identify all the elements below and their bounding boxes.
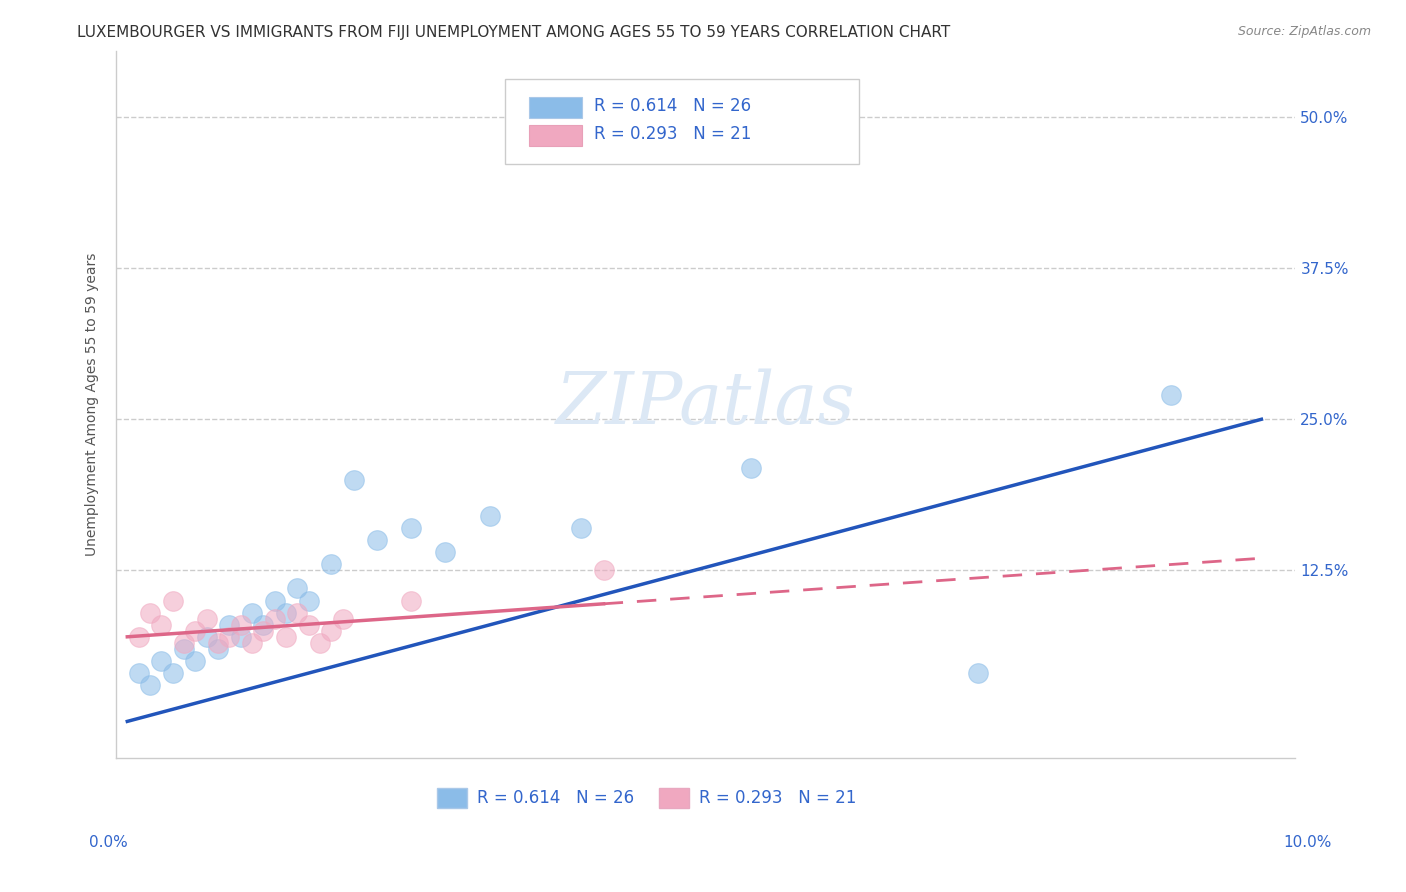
Text: Source: ZipAtlas.com: Source: ZipAtlas.com [1237,25,1371,38]
Point [263,612,285,626]
Bar [529,96,582,118]
Point [274,630,297,644]
Point [240,636,263,650]
Point [298,593,321,607]
Point [184,624,207,638]
Bar [529,125,582,146]
Point [309,636,332,650]
Point [1160,388,1182,402]
Point [128,666,150,681]
Point [195,612,218,626]
Point [332,612,354,626]
Point [150,617,173,632]
Point [173,641,195,656]
Point [252,624,274,638]
Point [321,558,343,572]
Point [592,563,614,577]
Y-axis label: Unemployment Among Ages 55 to 59 years: Unemployment Among Ages 55 to 59 years [86,252,100,556]
Text: R = 0.293   N = 21: R = 0.293 N = 21 [593,125,751,143]
Point [218,617,240,632]
Point [740,460,762,475]
Point [229,617,252,632]
Point [321,624,343,638]
Legend: R = 0.614   N = 26, R = 0.293   N = 21: R = 0.614 N = 26, R = 0.293 N = 21 [429,780,865,816]
Point [274,606,297,620]
Point [287,582,309,596]
Point [263,593,285,607]
Point [162,666,184,681]
Point [128,630,150,644]
Point [287,606,309,620]
Point [366,533,388,548]
Text: R = 0.614   N = 26: R = 0.614 N = 26 [593,97,751,115]
Point [218,630,240,644]
Text: 0.0%: 0.0% [89,836,128,850]
Point [184,654,207,668]
Point [207,641,229,656]
Text: LUXEMBOURGER VS IMMIGRANTS FROM FIJI UNEMPLOYMENT AMONG AGES 55 TO 59 YEARS CORR: LUXEMBOURGER VS IMMIGRANTS FROM FIJI UNE… [77,25,950,40]
Point [399,593,422,607]
Point [343,473,366,487]
Point [399,521,422,535]
Point [298,617,321,632]
Point [569,521,592,535]
Point [173,636,195,650]
FancyBboxPatch shape [505,79,859,164]
Point [139,678,162,692]
Point [139,606,162,620]
Text: ZIPatlas: ZIPatlas [555,369,855,440]
Point [195,630,218,644]
Point [433,545,456,559]
Point [240,606,263,620]
Point [967,666,990,681]
Text: 10.0%: 10.0% [1284,836,1331,850]
Point [252,617,274,632]
Point [229,630,252,644]
Point [479,508,502,523]
Point [162,593,184,607]
Point [150,654,173,668]
Point [207,636,229,650]
